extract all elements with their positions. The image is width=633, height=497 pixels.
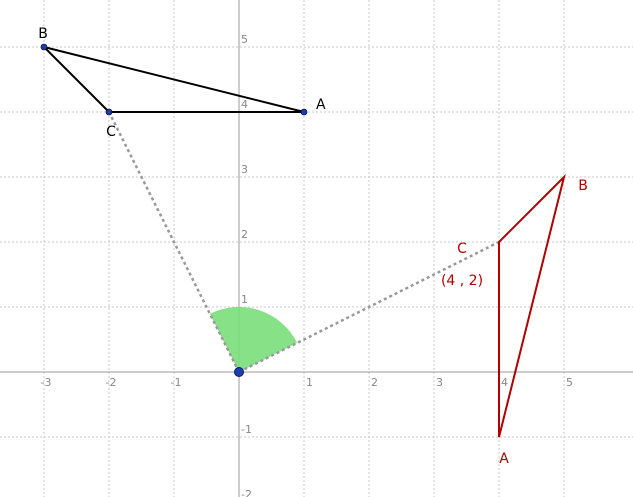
x-tick-label: -2 — [106, 376, 117, 389]
x-tick-label: 4 — [501, 376, 508, 389]
x-tick-label: 5 — [566, 376, 573, 389]
vertex-label: C — [106, 124, 116, 140]
vertex-label: B — [578, 178, 588, 194]
y-tick-label: 5 — [241, 33, 248, 46]
vertex — [40, 43, 48, 51]
y-tick-label: -2 — [241, 488, 252, 497]
x-tick-label: 3 — [436, 376, 443, 389]
coordinate-label: (4 , 2) — [441, 273, 483, 289]
rotation-guide — [107, 111, 241, 373]
y-tick-label: 4 — [241, 98, 248, 111]
vertex-label: A — [499, 451, 509, 467]
vertex-label: B — [38, 26, 48, 42]
x-tick-label: -3 — [41, 376, 52, 389]
vertex-label: C — [457, 241, 467, 257]
y-tick-label: -1 — [241, 423, 252, 436]
rotation-guide — [238, 240, 500, 374]
vertex-label: A — [316, 97, 326, 113]
vertex — [300, 108, 308, 116]
center-point — [234, 367, 244, 377]
x-tick-label: -1 — [171, 376, 182, 389]
y-tick-label: 2 — [241, 228, 248, 241]
vertex — [105, 108, 113, 116]
triangle — [40, 45, 305, 113]
y-tick-label: 1 — [241, 293, 248, 306]
x-tick-label: 1 — [306, 376, 313, 389]
angle-sector — [209, 307, 298, 372]
y-tick-label: 3 — [241, 163, 248, 176]
triangle — [498, 173, 566, 438]
x-tick-label: 2 — [371, 376, 378, 389]
